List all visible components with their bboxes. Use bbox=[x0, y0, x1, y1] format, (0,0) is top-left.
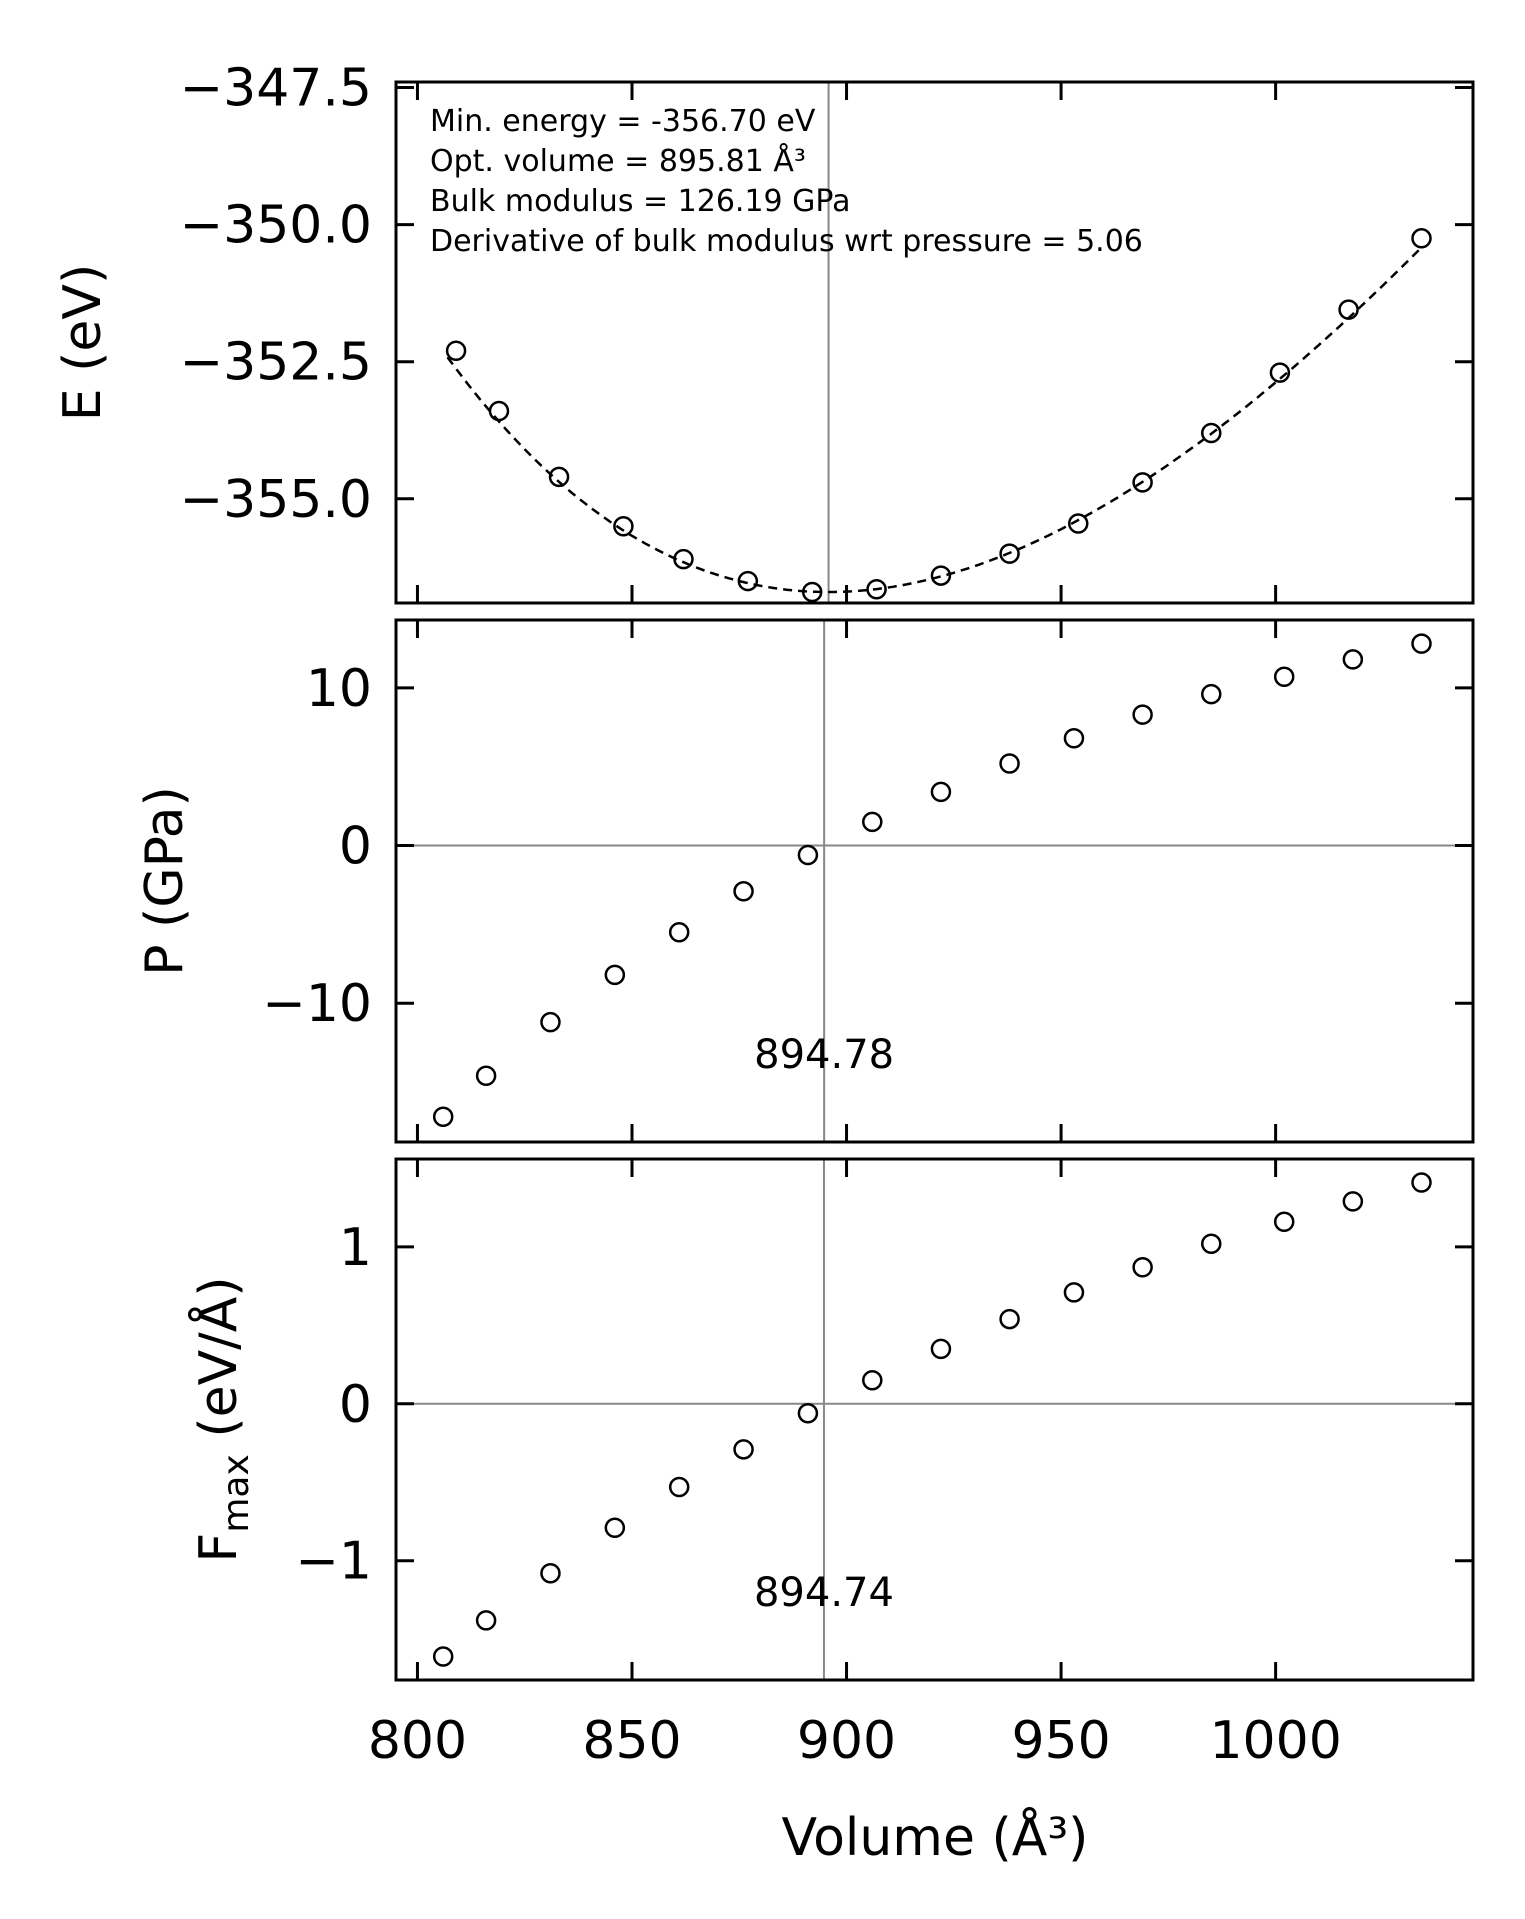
force-panel: 800 850 900 950 1000 1 0 −1 Fmax (eV/Å) 894.74 bbox=[187, 1157, 1475, 1771]
data-point bbox=[540, 1011, 561, 1033]
y-tick-label: 0 bbox=[339, 1375, 372, 1435]
axes-frame bbox=[394, 80, 1475, 605]
y-tick-label: 1 bbox=[339, 1218, 372, 1278]
x-tick-label: 1000 bbox=[1209, 1711, 1341, 1771]
data-point bbox=[862, 1370, 883, 1391]
data-point bbox=[1132, 472, 1153, 493]
data-point bbox=[1063, 1282, 1085, 1303]
x-tick-label: 800 bbox=[368, 1711, 467, 1771]
data-point bbox=[432, 1106, 454, 1128]
x-axis-label: Volume (Å³) bbox=[782, 1806, 1089, 1868]
data-point bbox=[1063, 728, 1085, 749]
data-point bbox=[1411, 228, 1432, 249]
data-point bbox=[475, 1610, 497, 1631]
data-point bbox=[862, 811, 883, 833]
data-point bbox=[797, 1402, 819, 1424]
y-tick-label: −10 bbox=[262, 974, 372, 1034]
vline-value-label: 894.74 bbox=[754, 1570, 894, 1616]
data-point bbox=[1067, 513, 1089, 534]
y-tick-label: −355.0 bbox=[180, 470, 372, 530]
data-point bbox=[999, 543, 1020, 564]
y-tick-label: −347.5 bbox=[180, 58, 372, 118]
data-point bbox=[673, 548, 694, 570]
y-tick-label: −350.0 bbox=[180, 196, 372, 256]
x-tick-label: 950 bbox=[1011, 1711, 1110, 1771]
x-tick-label: 900 bbox=[797, 1711, 896, 1771]
x-tick-label: 850 bbox=[582, 1711, 681, 1771]
axes-frame bbox=[394, 1157, 1475, 1682]
y-axis-label: Fmax (eV/Å) bbox=[187, 1276, 257, 1562]
data-point bbox=[445, 340, 467, 361]
data-point bbox=[432, 1646, 454, 1667]
data-point bbox=[604, 1517, 626, 1539]
data-point bbox=[1201, 1233, 1222, 1254]
data-point bbox=[999, 1308, 1020, 1330]
vline-value-label: 894.78 bbox=[754, 1032, 894, 1078]
data-point bbox=[488, 400, 510, 422]
y-tick-label: −1 bbox=[295, 1532, 372, 1592]
y-tick-label: 0 bbox=[339, 817, 372, 877]
data-point bbox=[1132, 1257, 1153, 1278]
data-point bbox=[797, 844, 819, 866]
fit-annotation: Min. energy = -356.70 eV bbox=[430, 104, 816, 139]
data-point bbox=[1132, 704, 1153, 725]
data-point bbox=[604, 964, 626, 986]
energy-panel: −347.5 −350.0 −352.5 −355.0 E (eV) Min. energ… bbox=[53, 58, 1475, 605]
data-point bbox=[1342, 1191, 1364, 1212]
data-point bbox=[1273, 666, 1295, 688]
data-point bbox=[930, 565, 952, 586]
data-point bbox=[866, 579, 887, 600]
fit-annotation: Derivative of bulk modulus wrt pressure … bbox=[430, 224, 1143, 259]
fit-annotation: Opt. volume = 895.81 Å³ bbox=[430, 143, 806, 179]
pressure-panel: 10 0 −10 P (GPa) 894.78 bbox=[135, 618, 1475, 1144]
y-axis-label: E (eV) bbox=[53, 264, 113, 422]
data-point bbox=[930, 1338, 952, 1360]
data-point bbox=[733, 1439, 754, 1460]
data-point bbox=[733, 881, 754, 902]
data-point bbox=[930, 781, 952, 803]
data-point bbox=[475, 1065, 497, 1087]
data-point bbox=[1342, 649, 1364, 670]
data-point bbox=[540, 1563, 561, 1584]
data-point bbox=[1273, 1211, 1295, 1233]
data-point bbox=[1201, 422, 1222, 444]
eos-fit-curve bbox=[446, 246, 1423, 594]
data-point bbox=[999, 753, 1020, 774]
y-tick-label: −352.5 bbox=[180, 333, 372, 393]
data-point bbox=[1411, 1172, 1432, 1193]
y-axis-label: P (GPa) bbox=[135, 786, 195, 976]
data-point bbox=[668, 922, 690, 943]
data-point bbox=[1269, 362, 1291, 383]
data-point bbox=[801, 581, 823, 603]
fit-annotation: Bulk modulus = 126.19 GPa bbox=[430, 184, 851, 219]
data-point bbox=[1338, 299, 1359, 320]
data-point bbox=[1201, 683, 1222, 705]
data-point bbox=[613, 515, 634, 537]
axes-frame bbox=[394, 618, 1475, 1144]
data-point bbox=[668, 1476, 690, 1498]
y-tick-label: 10 bbox=[306, 659, 372, 719]
data-point bbox=[737, 570, 759, 592]
data-point bbox=[1411, 633, 1432, 654]
data-point bbox=[548, 466, 570, 488]
